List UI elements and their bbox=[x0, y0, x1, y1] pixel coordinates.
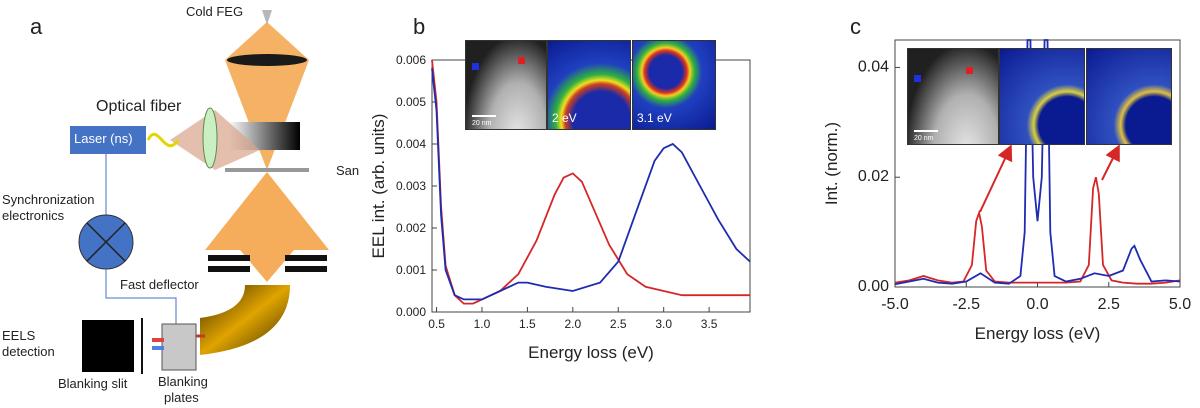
y-tick-label: 0.003 bbox=[396, 179, 426, 193]
beam-cone bbox=[225, 22, 309, 60]
x-axis-label: Energy loss (eV) bbox=[528, 343, 654, 362]
scale-label: 20 nm bbox=[472, 120, 492, 127]
map-caption-2ev: 2 eV bbox=[552, 111, 577, 125]
microscope-schematic bbox=[70, 10, 329, 374]
trigger-line bbox=[105, 269, 177, 325]
x-tick-label: 2.0 bbox=[564, 317, 581, 331]
eels-detector bbox=[82, 320, 134, 372]
c-map-gain bbox=[999, 48, 1085, 145]
y-tick-label: 0.000 bbox=[396, 305, 426, 319]
label-sync-1: Synchronization bbox=[2, 192, 95, 207]
label-laser: Laser (ns) bbox=[74, 131, 133, 146]
y-tick-label: 0.02 bbox=[858, 168, 889, 185]
x-axis-label: Energy loss (eV) bbox=[975, 324, 1101, 343]
label-eels-1: EELS bbox=[2, 328, 36, 343]
x-tick-label: -2.5 bbox=[952, 296, 980, 313]
chart-c: -5.0 -2.5 0.0 2.5 5.0 0.00 0.02 0.04 Energy loss… bbox=[822, 39, 1191, 343]
label-eels-2: detection bbox=[2, 344, 55, 359]
blue-marker bbox=[472, 63, 479, 70]
y-tick-label: 0.005 bbox=[396, 95, 426, 109]
optical-fiber-line bbox=[146, 132, 180, 148]
series-line-blue bbox=[431, 68, 751, 301]
condenser-lens bbox=[227, 54, 307, 66]
laser-box bbox=[70, 126, 146, 154]
label-sync-2: electronics bbox=[2, 208, 65, 223]
y-tick-label: 0.001 bbox=[396, 263, 426, 277]
x-tick-label: 1.5 bbox=[519, 317, 536, 331]
x-tick-label: -5.0 bbox=[881, 296, 909, 313]
sample bbox=[225, 168, 309, 172]
c-map-loss bbox=[1086, 48, 1172, 145]
focusing-lens bbox=[202, 107, 218, 169]
b-haadf-image: 20 nm bbox=[465, 40, 547, 130]
x-tick-label: 1.0 bbox=[474, 317, 491, 331]
label-cold-feg: Cold FEG bbox=[186, 4, 244, 19]
x-tick-label: 0.0 bbox=[1026, 296, 1048, 313]
x-tick-label: 2.5 bbox=[610, 317, 627, 331]
label-blanking-plates-1: Blanking bbox=[158, 374, 208, 389]
map-caption-3-1ev: 3.1 eV bbox=[637, 111, 672, 125]
beam-lower bbox=[205, 172, 329, 250]
y-tick-label: 0.002 bbox=[396, 221, 426, 235]
spectrometer-prism bbox=[200, 285, 290, 355]
y-axis-label: Int. (norm.) bbox=[822, 122, 841, 205]
y-tick-label: 0.006 bbox=[396, 53, 426, 67]
b-map-3-1ev: 3.1 eV bbox=[632, 40, 716, 130]
b-map-2ev: 2 eV bbox=[547, 40, 631, 130]
aperture-left bbox=[208, 255, 250, 261]
series-line-blue bbox=[894, 39, 1181, 286]
panel-letter-a: a bbox=[30, 14, 43, 39]
x-tick-label: 0.5 bbox=[428, 317, 445, 331]
y-tick-label: 0.00 bbox=[858, 278, 889, 295]
y-tick-label: 0.04 bbox=[858, 58, 889, 75]
panel-letter-b: b bbox=[413, 14, 426, 39]
beam-converge bbox=[240, 250, 294, 282]
panel-letter-c: c bbox=[850, 14, 861, 39]
series-line-red bbox=[894, 176, 1181, 285]
label-blanking-plates-2: plates bbox=[164, 390, 199, 405]
aperture-right bbox=[285, 255, 327, 261]
x-tick-label: 5.0 bbox=[1169, 296, 1191, 313]
label-san: San bbox=[336, 163, 360, 178]
x-tick-label: 2.5 bbox=[1098, 296, 1120, 313]
x-tick-label: 3.5 bbox=[701, 317, 718, 331]
beam-focus bbox=[225, 60, 309, 170]
label-fast-deflector: Fast deflector bbox=[120, 277, 199, 292]
label-blanking-slit: Blanking slit bbox=[58, 376, 128, 391]
y-axis-label: EEL int. (arb. units) bbox=[370, 114, 388, 259]
chart-b: 0.5 1.0 1.5 2.0 2.5 3.0 3.5 0.000 0.001 0.002 0.00… bbox=[370, 53, 751, 362]
x-tick-label: 3.0 bbox=[655, 317, 672, 331]
c-haadf-image: 20 nm bbox=[907, 48, 999, 145]
label-optical-fiber: Optical fiber bbox=[96, 98, 182, 115]
y-tick-label: 0.004 bbox=[396, 137, 426, 151]
red-marker bbox=[518, 57, 525, 64]
gun-tip bbox=[262, 10, 272, 25]
blanking-plates bbox=[161, 323, 197, 371]
